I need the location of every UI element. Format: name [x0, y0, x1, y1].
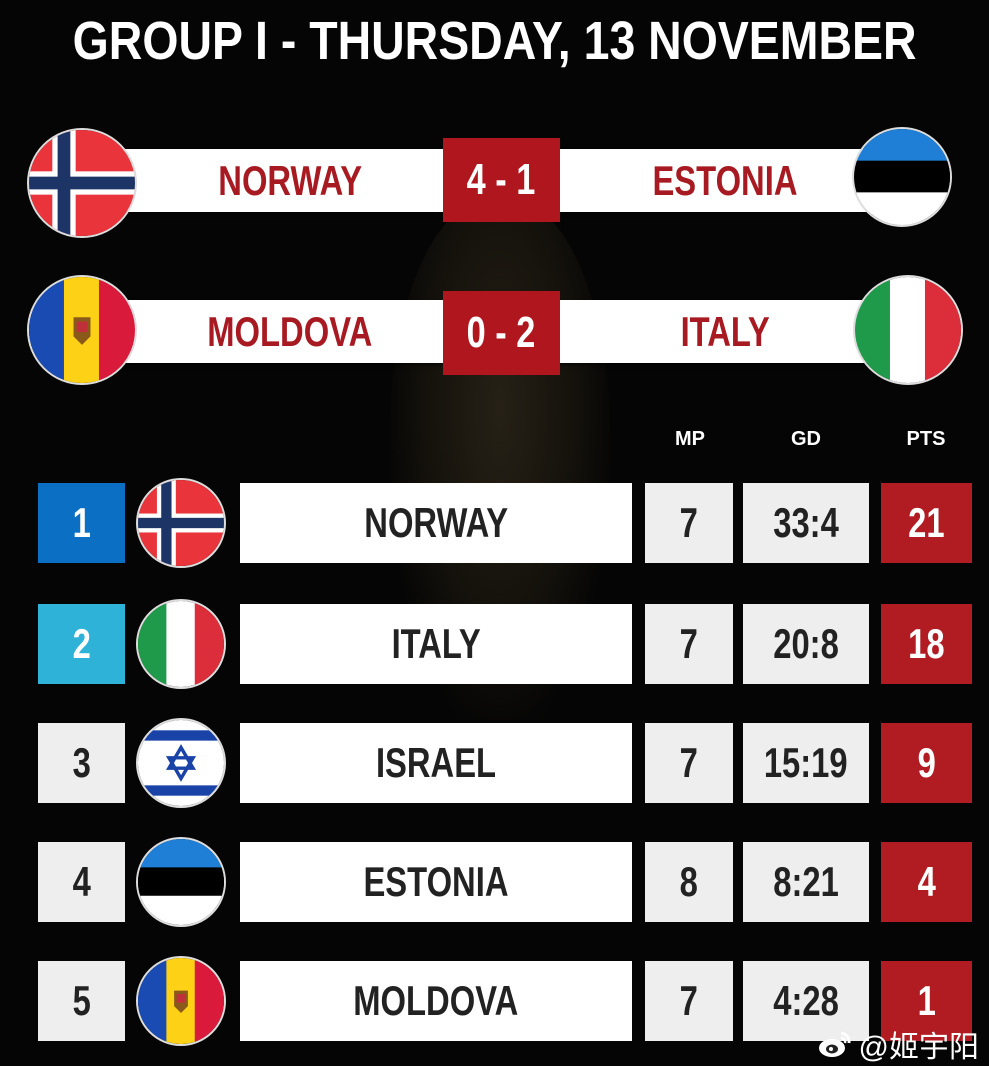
- label-text: 15:19: [764, 739, 848, 786]
- label-text: ITALY: [680, 308, 770, 355]
- gd-cell: 15:19: [743, 723, 869, 803]
- team-flag: [136, 718, 226, 808]
- mp-cell: 7: [645, 483, 733, 563]
- team-name-cell: MOLDOVA: [240, 961, 632, 1041]
- home-team-name: MOLDOVA: [125, 300, 455, 363]
- rank-cell: 5: [38, 961, 125, 1041]
- label-text: 0 - 2: [467, 308, 536, 357]
- label-text: 4:28: [773, 977, 839, 1024]
- label-text: 4: [72, 858, 91, 905]
- label-text: 2: [72, 620, 91, 667]
- header-pts: PTS: [906, 428, 946, 450]
- label-text: 18: [908, 620, 945, 667]
- label-text: 21: [908, 499, 945, 546]
- label-text: MOLDOVA: [353, 977, 519, 1024]
- label-text: NORWAY: [218, 157, 362, 204]
- label-text: ESTONIA: [652, 157, 798, 204]
- mp-cell: 7: [645, 961, 733, 1041]
- pts-cell: 4: [881, 842, 972, 922]
- page-title: GROUP I - THURSDAY, 13 NOVEMBER: [0, 8, 989, 74]
- weibo-icon: [818, 1031, 851, 1057]
- label-text: ISRAEL: [375, 739, 497, 786]
- label-text: 7: [679, 499, 699, 546]
- label-text: 4 - 1: [467, 155, 536, 204]
- label-text: NORWAY: [364, 499, 508, 546]
- moldova-flag-icon: [138, 958, 224, 1044]
- label-text: 3: [72, 739, 91, 786]
- label-text: 20:8: [773, 620, 839, 667]
- norway-flag-icon: [138, 480, 224, 566]
- moldova-flag-icon: [29, 277, 135, 383]
- home-team-name: NORWAY: [125, 149, 455, 212]
- away-flag: [853, 275, 963, 385]
- match-score: 0 - 2: [443, 291, 560, 375]
- team-flag: [136, 956, 226, 1046]
- label-text: 7: [679, 977, 699, 1024]
- rank-cell: 1: [38, 483, 125, 563]
- header-mp: MP: [675, 428, 705, 450]
- gd-cell: 33:4: [743, 483, 869, 563]
- rank-cell: 4: [38, 842, 125, 922]
- label-text: 8:21: [773, 858, 839, 905]
- away-team-name: ESTONIA: [560, 149, 890, 212]
- match-score: 4 - 1: [443, 138, 560, 222]
- away-team-name: ITALY: [560, 300, 890, 363]
- rank-cell: 2: [38, 604, 125, 684]
- header-gd: GD: [791, 428, 821, 450]
- mp-cell: 7: [645, 723, 733, 803]
- pts-cell: 9: [881, 723, 972, 803]
- label-text: 4: [917, 858, 936, 905]
- label-text: MOLDOVA: [207, 308, 373, 355]
- team-name-cell: ESTONIA: [240, 842, 632, 922]
- label-text: GROUP I - THURSDAY, 13 NOVEMBER: [72, 11, 917, 71]
- label-text: 9: [917, 739, 936, 786]
- team-name-cell: ITALY: [240, 604, 632, 684]
- norway-flag-icon: [29, 130, 135, 236]
- label-text: 1: [72, 499, 91, 546]
- mp-cell: 7: [645, 604, 733, 684]
- weibo-watermark: @姬宇阳: [817, 1022, 979, 1066]
- watermark-text: @姬宇阳: [858, 1031, 979, 1064]
- estonia-flag-icon: [854, 129, 950, 225]
- estonia-flag-icon: [138, 839, 224, 925]
- home-flag: [27, 128, 137, 238]
- label-text: ITALY: [391, 620, 481, 667]
- israel-flag-icon: [138, 720, 224, 806]
- label-text: 33:4: [773, 499, 839, 546]
- gd-cell: 4:28: [743, 961, 869, 1041]
- mp-cell: 8: [645, 842, 733, 922]
- team-name-cell: NORWAY: [240, 483, 632, 563]
- team-flag: [136, 599, 226, 689]
- label-text: 8: [679, 858, 699, 905]
- gd-cell: 20:8: [743, 604, 869, 684]
- pts-cell: 18: [881, 604, 972, 684]
- label-text: 1: [917, 977, 936, 1024]
- italy-flag-icon: [855, 277, 961, 383]
- label-text: 5: [72, 977, 91, 1024]
- pts-cell: 1: [881, 961, 972, 1041]
- label-text: 7: [679, 620, 699, 667]
- team-flag: [136, 478, 226, 568]
- team-name-cell: ISRAEL: [240, 723, 632, 803]
- home-flag: [27, 275, 137, 385]
- pts-cell: 21: [881, 483, 972, 563]
- label-text: ESTONIA: [363, 858, 509, 905]
- label-text: 7: [679, 739, 699, 786]
- rank-cell: 3: [38, 723, 125, 803]
- gd-cell: 8:21: [743, 842, 869, 922]
- away-flag: [852, 127, 952, 227]
- italy-flag-icon: [138, 601, 224, 687]
- team-flag: [136, 837, 226, 927]
